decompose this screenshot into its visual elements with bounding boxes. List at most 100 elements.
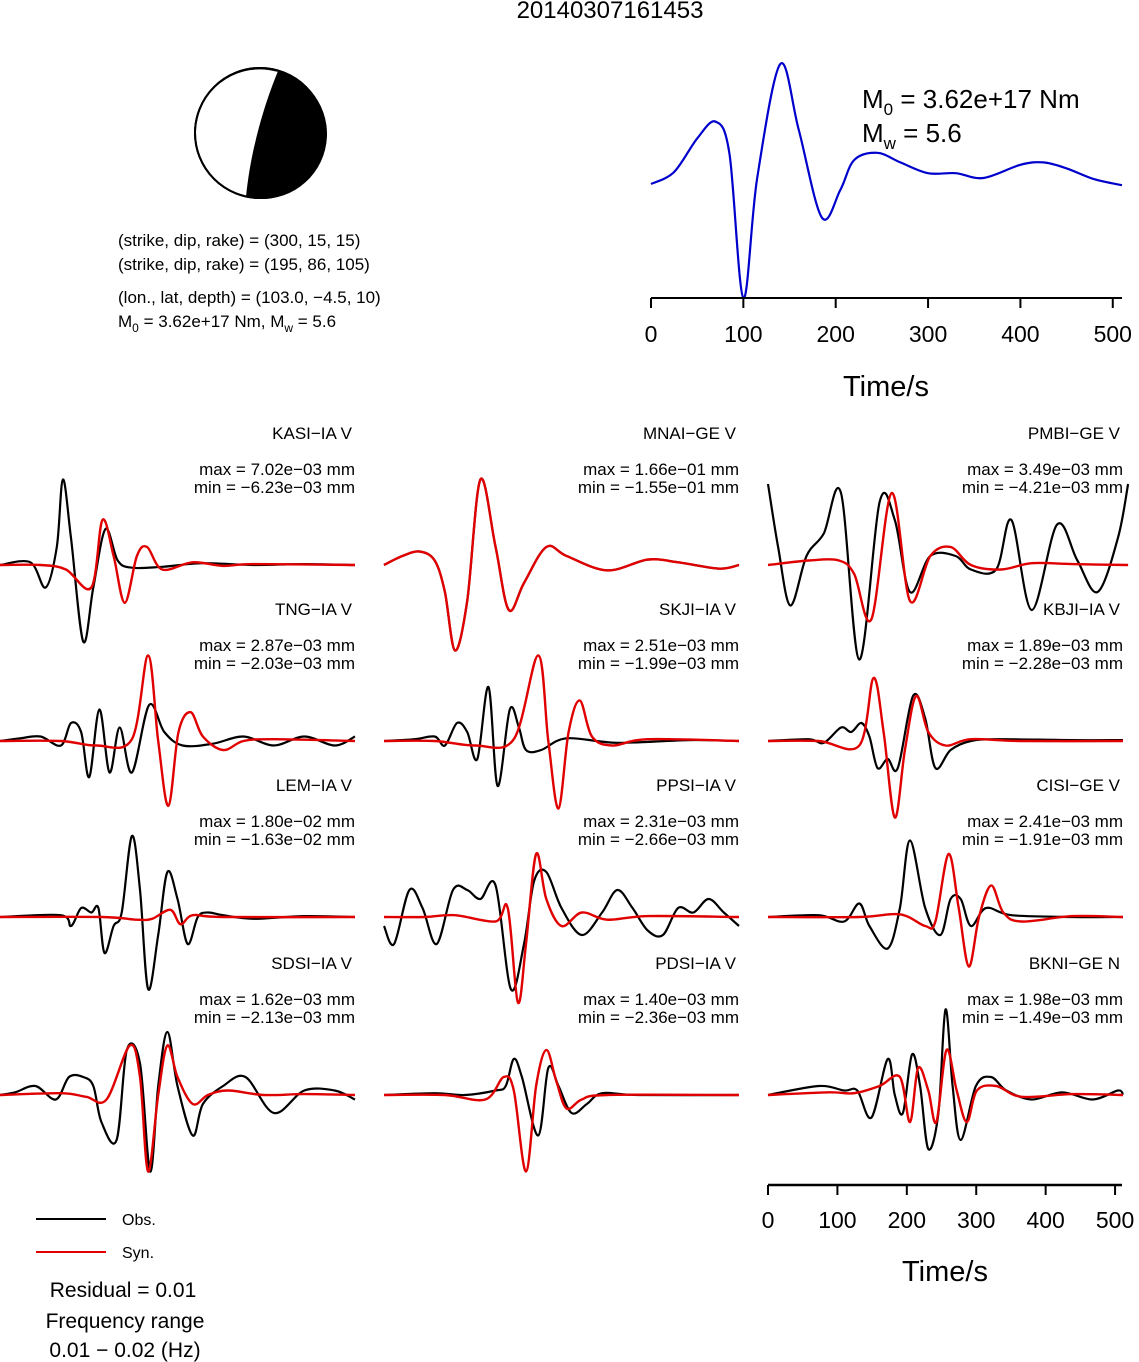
- synthetic-waveform: [0, 654, 356, 808]
- station-name: SKJI−IA V: [659, 600, 737, 619]
- waveform-tick-label: 300: [957, 1207, 995, 1233]
- residual-label: Residual = 0.01: [50, 1279, 197, 1302]
- station-name: PMBI−GE V: [1028, 424, 1121, 443]
- min-amplitude: min = −2.03e−03 mm: [194, 654, 355, 673]
- synthetic-waveform: [767, 676, 1124, 819]
- legend-syn-label: Syn.: [122, 1245, 154, 1262]
- waveform-xlabel: Time/s: [902, 1256, 988, 1288]
- legend: Obs. Syn.: [36, 1212, 156, 1262]
- stf-tick-label: 400: [1001, 321, 1039, 347]
- beachball: [194, 67, 327, 199]
- waveform-tick-label: 100: [818, 1207, 856, 1233]
- synthetic-waveform: [383, 1048, 740, 1173]
- synthetic-waveform: [767, 491, 1129, 623]
- waveform-tick-label: 0: [762, 1207, 775, 1233]
- min-amplitude: min = −4.21e−03 mm: [962, 478, 1123, 497]
- min-amplitude: min = −1.55e−01 mm: [578, 478, 739, 497]
- min-amplitude: min = −2.13e−03 mm: [194, 1008, 355, 1027]
- station-name: BKNI−GE N: [1029, 954, 1120, 973]
- waveform-tick-label: 400: [1026, 1207, 1064, 1233]
- station-name: CISI−GE V: [1036, 776, 1120, 795]
- synthetic-waveform: [0, 908, 356, 926]
- moment-magnitude-line: M0 = 3.62e+17 Nm, Mw = 5.6: [118, 312, 336, 335]
- synthetic-waveform: [0, 1043, 356, 1173]
- max-amplitude: max = 1.89e−03 mm: [967, 636, 1123, 655]
- synthetic-waveform: [0, 518, 356, 605]
- observed-waveform: [767, 693, 1124, 773]
- max-amplitude: max = 3.49e−03 mm: [967, 460, 1123, 479]
- min-amplitude: min = −1.49e−03 mm: [962, 1008, 1123, 1027]
- max-amplitude: max = 1.80e−02 mm: [199, 812, 355, 831]
- stf-tick-label: 500: [1094, 321, 1132, 347]
- stf-magnitude-label: Mw = 5.6: [862, 118, 962, 153]
- station-name: PDSI−IA V: [655, 954, 736, 973]
- station-name: KASI−IA V: [272, 424, 353, 443]
- figure-title: 20140307161453: [517, 0, 704, 24]
- frequency-range-label: Frequency range: [46, 1310, 205, 1333]
- source-time-function-plot: 0 100 200 300 400 500 Time/s M0 = 3.62e+17 Nm…: [645, 62, 1132, 403]
- synthetic-waveform: [383, 477, 740, 652]
- max-amplitude: max = 2.87e−03 mm: [199, 636, 355, 655]
- min-amplitude: min = −1.91e−03 mm: [962, 830, 1123, 849]
- stf-tick-label: 100: [724, 321, 762, 347]
- stf-tick-label: 0: [645, 321, 658, 347]
- observed-waveform: [767, 839, 1124, 950]
- observed-waveform: [767, 1008, 1124, 1151]
- waveform-tick-label: 500: [1096, 1207, 1134, 1233]
- observed-waveform: [383, 685, 740, 788]
- waveform-time-axis: 0 100 200 300 400 500 Time/s: [762, 1183, 1134, 1288]
- min-amplitude: min = −6.23e−03 mm: [194, 478, 355, 497]
- synthetic-waveform: [767, 852, 1124, 968]
- legend-obs-label: Obs.: [122, 1212, 156, 1229]
- station-name: LEM−IA V: [276, 776, 353, 795]
- min-amplitude: min = −1.63e−02 mm: [194, 830, 355, 849]
- station-name: PPSI−IA V: [656, 776, 737, 795]
- max-amplitude: max = 1.62e−03 mm: [199, 990, 355, 1009]
- synthetic-waveform: [383, 654, 740, 810]
- min-amplitude: min = −2.36e−03 mm: [578, 1008, 739, 1027]
- min-amplitude: min = −1.99e−03 mm: [578, 654, 739, 673]
- max-amplitude: max = 2.41e−03 mm: [967, 812, 1123, 831]
- observed-waveform: [0, 834, 356, 991]
- max-amplitude: max = 7.02e−03 mm: [199, 460, 355, 479]
- station-name: TNG−IA V: [275, 600, 353, 619]
- source-location: (lon., lat, depth) = (103.0, −4.5, 10): [118, 288, 381, 307]
- max-amplitude: max = 1.98e−03 mm: [967, 990, 1123, 1009]
- frequency-range-value: 0.01 − 0.02 (Hz): [49, 1339, 200, 1362]
- min-amplitude: min = −2.28e−03 mm: [962, 654, 1123, 673]
- observed-waveform: [0, 1030, 356, 1173]
- observed-waveform: [383, 1057, 740, 1137]
- station-name: SDSI−IA V: [271, 954, 352, 973]
- max-amplitude: max = 2.31e−03 mm: [583, 812, 739, 831]
- max-amplitude: max = 2.51e−03 mm: [583, 636, 739, 655]
- station-name: MNAI−GE V: [643, 424, 737, 443]
- nodal-plane-2: (strike, dip, rake) = (195, 86, 105): [118, 255, 370, 274]
- station-name: KBJI−IA V: [1043, 600, 1121, 619]
- observed-waveform: [382, 868, 740, 992]
- stf-tick-label: 200: [817, 321, 855, 347]
- waveform-tick-label: 200: [888, 1207, 926, 1233]
- beachball-compressional-quadrant: [246, 71, 327, 199]
- nodal-plane-1: (strike, dip, rake) = (300, 15, 15): [118, 231, 360, 250]
- synthetic-waveform: [767, 1048, 1124, 1125]
- stf-xlabel: Time/s: [843, 371, 929, 403]
- max-amplitude: max = 1.40e−03 mm: [583, 990, 739, 1009]
- synthetic-waveform: [383, 852, 740, 1005]
- stf-moment-label: M0 = 3.62e+17 Nm: [862, 84, 1080, 119]
- max-amplitude: max = 1.66e−01 mm: [583, 460, 739, 479]
- observed-waveform: [766, 483, 1130, 661]
